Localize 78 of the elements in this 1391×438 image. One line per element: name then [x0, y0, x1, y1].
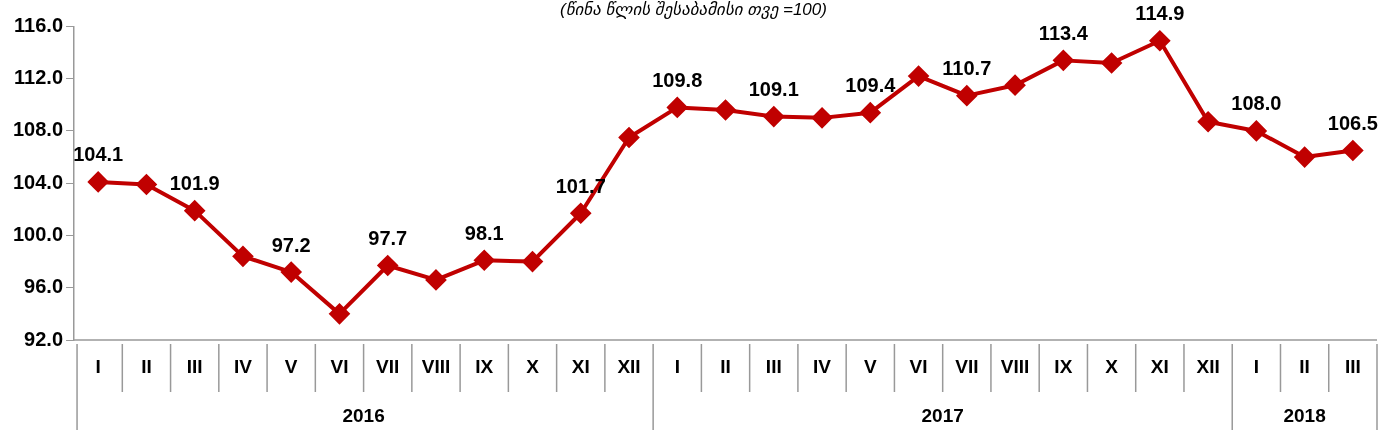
x-tick-label: V: [284, 356, 298, 378]
x-tick-label: XII: [617, 356, 641, 378]
point: [281, 262, 302, 283]
x-tick-label: I: [674, 356, 680, 378]
point: [715, 100, 736, 121]
point: [812, 107, 833, 128]
y-tick-label: 92.0: [24, 327, 64, 350]
text: 2017: [921, 405, 964, 427]
x-tick-label: IV: [813, 356, 832, 378]
text: 2018: [1283, 405, 1326, 427]
point: [1246, 120, 1267, 141]
x-tick-label: II: [1299, 356, 1310, 378]
data-label: 109.1: [748, 78, 799, 101]
point: [1294, 147, 1315, 168]
x-tick-label: VIII: [1000, 356, 1030, 378]
point: [1342, 140, 1363, 161]
y-tick-label: 116.0: [14, 13, 64, 36]
data-label: 106.5: [1327, 112, 1378, 135]
point: [860, 102, 881, 123]
data-label: 114.9: [1135, 2, 1185, 25]
data-label: 110.7: [942, 57, 992, 80]
point: [522, 251, 543, 272]
point: [956, 85, 977, 106]
y-tick-label: 96.0: [24, 275, 64, 298]
data-label: 97.7: [368, 227, 408, 250]
point: [1005, 75, 1026, 96]
x-tick-label: VIII: [421, 356, 451, 378]
point: [908, 66, 929, 87]
x-tick-label: VI: [330, 356, 349, 378]
point: [474, 250, 495, 271]
point: [619, 127, 640, 148]
point: [425, 269, 446, 290]
data-label: 109.4: [845, 74, 897, 97]
chart-subtitle: (წინა წლის შესაბამისი თვე =100): [560, 0, 827, 19]
x-tick-label: II: [141, 356, 152, 378]
x-tick-label: XI: [1150, 356, 1169, 378]
point: [184, 200, 205, 221]
point: [1053, 50, 1074, 71]
x-tick-label: III: [1344, 356, 1361, 378]
x-tick-label: X: [1105, 356, 1119, 378]
data-label: 98.1: [464, 221, 504, 244]
y-tick-label: 100.0: [12, 222, 64, 245]
point: [763, 106, 784, 127]
x-tick-label: I: [95, 356, 101, 378]
point: [88, 171, 109, 192]
x-tick-label: III: [186, 356, 203, 378]
point: [377, 255, 398, 276]
data-label: 108.0: [1231, 92, 1282, 115]
x-tick-label: IX: [475, 356, 494, 378]
x-tick-label: VII: [376, 356, 400, 378]
data-label: 104.1: [73, 143, 124, 166]
point: [1198, 111, 1219, 132]
data-label: 109.8: [652, 68, 703, 91]
x-tick-label: X: [526, 356, 540, 378]
x-tick-label: VII: [955, 356, 979, 378]
point: [329, 303, 350, 324]
data-label: 101.9: [169, 172, 220, 195]
data-label: 113.4: [1038, 21, 1089, 44]
data-label: 97.2: [271, 233, 311, 256]
x-tick-label: V: [863, 356, 877, 378]
x-tick-label: XII: [1196, 356, 1220, 378]
point: [232, 246, 253, 267]
point: [667, 97, 688, 118]
x-tick-label: IV: [233, 356, 253, 378]
x-tick-label: IX: [1054, 356, 1073, 378]
y-tick-label: 108.0: [12, 118, 64, 141]
x-tick-label: II: [720, 356, 731, 378]
x-tick-label: XI: [571, 356, 590, 378]
point: [1101, 52, 1122, 73]
y-tick-label: 104.0: [12, 170, 64, 193]
x-tick-label: III: [765, 356, 782, 378]
y-tick-label: 112.0: [14, 66, 64, 89]
point: [570, 203, 591, 224]
point: [136, 174, 157, 195]
text: 2016: [342, 405, 385, 427]
x-tick-label: I: [1253, 356, 1259, 378]
point: [1149, 30, 1170, 51]
x-tick-label: VI: [909, 356, 928, 378]
